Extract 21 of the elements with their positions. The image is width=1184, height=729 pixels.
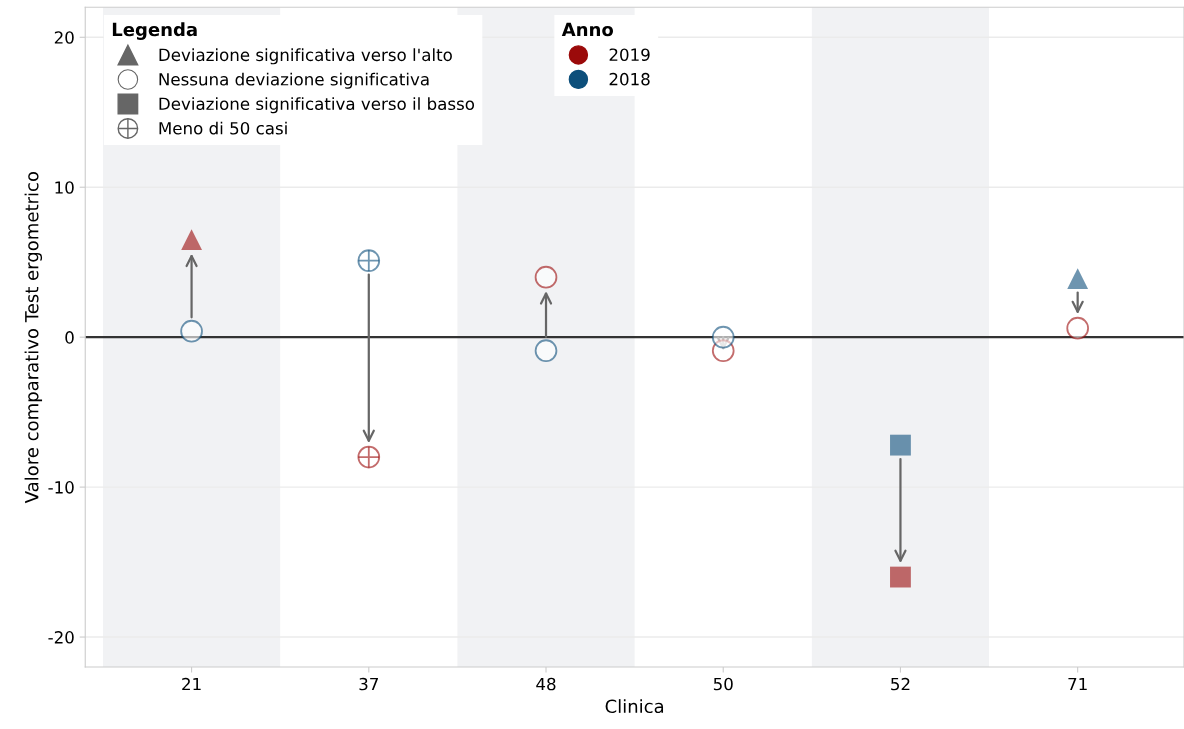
- y-tick-label: 20: [54, 31, 74, 44]
- x-tick-label: 21: [182, 677, 201, 691]
- y-tick-label: -20: [48, 631, 74, 644]
- y-axis-title: Valore comparativo Test ergometrico: [24, 172, 43, 504]
- annotation: Nessuna deviazione significativa: [159, 72, 429, 89]
- annotation: Deviazione significativa verso il basso: [159, 97, 475, 114]
- annotation: Meno di 50 casi: [159, 121, 287, 135]
- annotation: 2018: [609, 72, 650, 86]
- x-tick-label: 50: [713, 677, 733, 691]
- legend-title: Anno: [561, 22, 614, 37]
- x-tick-label: 48: [536, 677, 556, 691]
- annotation: Legenda: [112, 22, 197, 40]
- y-tick-label: 10: [55, 181, 74, 194]
- y-tick-label: -10: [48, 481, 74, 494]
- annotation: 2019: [609, 48, 650, 61]
- annotation: Deviazione significativa verso l'alto: [159, 48, 452, 65]
- x-tick-label: 52: [891, 677, 910, 691]
- x-axis-title: Clinica: [605, 699, 664, 714]
- y-tick-label: 0: [65, 331, 74, 344]
- x-tick-label: 71: [1068, 677, 1087, 691]
- x-tick-label: 37: [359, 677, 378, 691]
